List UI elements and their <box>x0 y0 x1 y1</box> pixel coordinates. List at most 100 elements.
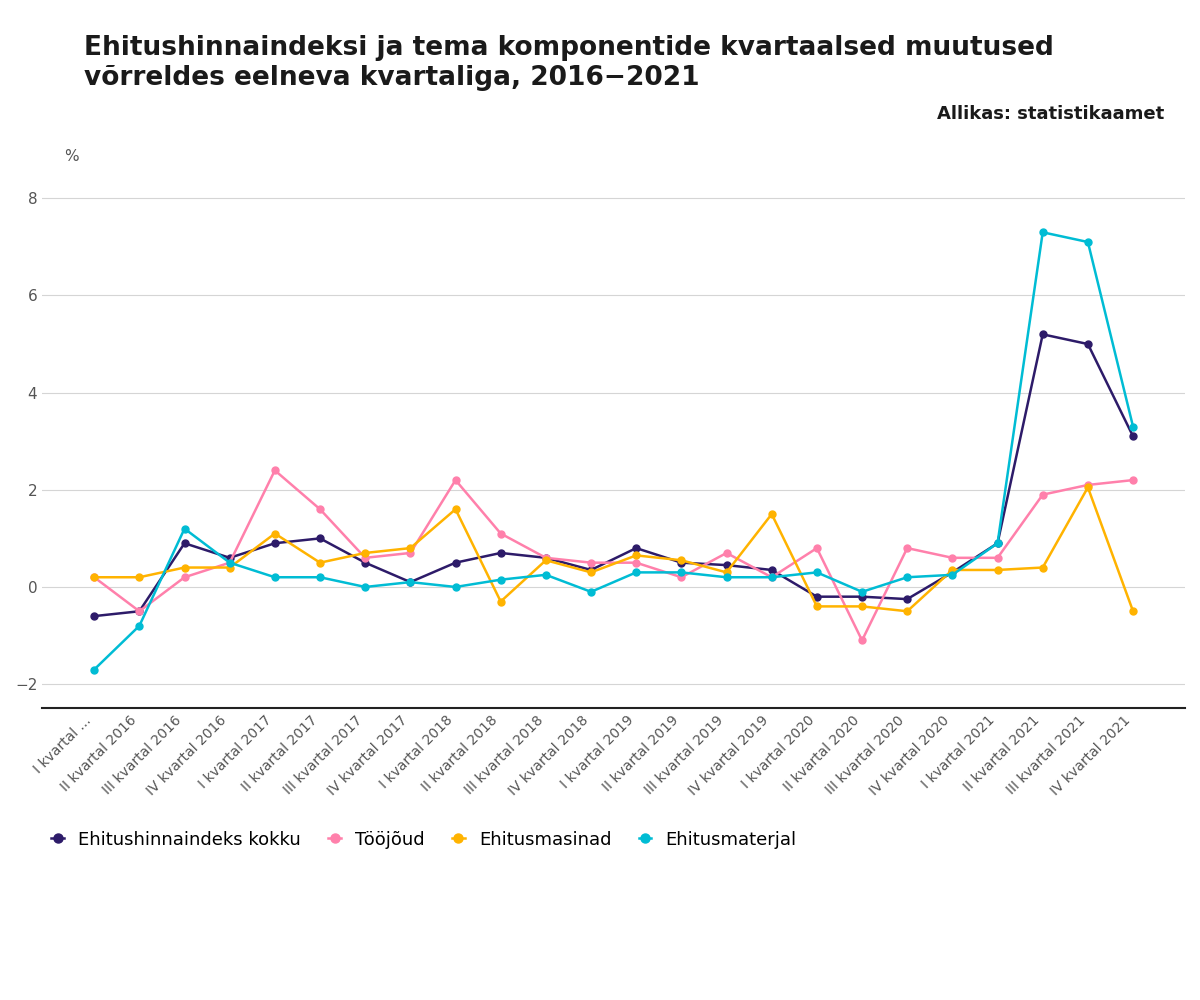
Tööjõud <box>719 547 733 559</box>
Ehitushinnaindeks kokku <box>493 547 508 559</box>
Tööjõud <box>900 542 914 554</box>
Tööjõud <box>810 542 824 554</box>
Tööjõud <box>1126 474 1140 486</box>
Ehitusmaterjal <box>1036 226 1050 238</box>
Line: Tööjõud: Tööjõud <box>91 467 1136 644</box>
Ehitusmaterjal <box>854 586 869 598</box>
Ehitusmaterjal <box>449 581 463 593</box>
Ehitushinnaindeks kokku <box>313 532 328 544</box>
Tööjõud <box>584 557 599 569</box>
Ehitusmaterjal <box>403 576 418 588</box>
Ehitusmasinad <box>990 564 1004 576</box>
Ehitusmaterjal <box>539 569 553 581</box>
Ehitusmaterjal <box>719 571 733 583</box>
Ehitusmasinad <box>854 600 869 612</box>
Ehitusmaterjal <box>629 566 643 578</box>
Ehitusmasinad <box>674 554 689 566</box>
Ehitusmasinad <box>1081 481 1096 493</box>
Ehitushinnaindeks kokku <box>132 605 146 617</box>
Line: Ehitusmaterjal: Ehitusmaterjal <box>91 229 1136 673</box>
Ehitushinnaindeks kokku <box>764 564 779 576</box>
Ehitushinnaindeks kokku <box>990 537 1004 549</box>
Ehitusmasinad <box>946 564 960 576</box>
Ehitushinnaindeks kokku <box>449 557 463 569</box>
Tööjõud <box>764 571 779 583</box>
Ehitushinnaindeks kokku <box>86 610 101 622</box>
Ehitushinnaindeks kokku <box>178 537 192 549</box>
Ehitusmaterjal <box>86 664 101 676</box>
Ehitusmaterjal <box>222 557 236 569</box>
Ehitusmasinad <box>900 605 914 617</box>
Ehitusmaterjal <box>178 523 192 535</box>
Tööjõud <box>268 464 282 476</box>
Ehitushinnaindeks kokku <box>1081 338 1096 350</box>
Ehitusmaterjal <box>268 571 282 583</box>
Ehitusmasinad <box>539 554 553 566</box>
Tööjõud <box>86 571 101 583</box>
Ehitusmasinad <box>719 566 733 578</box>
Ehitushinnaindeks kokku <box>403 576 418 588</box>
Tööjõud <box>854 634 869 646</box>
Tööjõud <box>222 557 236 569</box>
Tööjõud <box>990 552 1004 564</box>
Text: võrreldes eelneva kvartaliga, 2016−2021: võrreldes eelneva kvartaliga, 2016−2021 <box>84 65 700 91</box>
Tööjõud <box>1036 489 1050 501</box>
Tööjõud <box>629 557 643 569</box>
Ehitusmasinad <box>764 508 779 520</box>
Ehitusmasinad <box>86 571 101 583</box>
Ehitusmaterjal <box>764 571 779 583</box>
Ehitusmasinad <box>629 549 643 561</box>
Tööjõud <box>449 474 463 486</box>
Ehitusmasinad <box>449 503 463 515</box>
Ehitusmasinad <box>810 600 824 612</box>
Ehitusmaterjal <box>1081 236 1096 248</box>
Ehitusmasinad <box>222 562 236 574</box>
Ehitusmaterjal <box>990 537 1004 549</box>
Legend: Ehitushinnaindeks kokku, Tööjõud, Ehitusmasinad, Ehitusmaterjal: Ehitushinnaindeks kokku, Tööjõud, Ehitus… <box>52 831 797 849</box>
Ehitusmasinad <box>313 557 328 569</box>
Ehitushinnaindeks kokku <box>1036 328 1050 340</box>
Line: Ehitushinnaindeks kokku: Ehitushinnaindeks kokku <box>91 331 1136 620</box>
Tööjõud <box>132 605 146 617</box>
Ehitusmasinad <box>178 562 192 574</box>
Ehitushinnaindeks kokku <box>674 557 689 569</box>
Ehitushinnaindeks kokku <box>900 593 914 605</box>
Ehitushinnaindeks kokku <box>810 591 824 603</box>
Ehitusmaterjal <box>946 569 960 581</box>
Tööjõud <box>178 571 192 583</box>
Ehitushinnaindeks kokku <box>1126 430 1140 442</box>
Ehitushinnaindeks kokku <box>946 566 960 578</box>
Tööjõud <box>946 552 960 564</box>
Ehitushinnaindeks kokku <box>358 557 372 569</box>
Tööjõud <box>493 528 508 540</box>
Ehitusmaterjal <box>313 571 328 583</box>
Tööjõud <box>674 571 689 583</box>
Tööjõud <box>403 547 418 559</box>
Ehitushinnaindeks kokku <box>584 564 599 576</box>
Tööjõud <box>539 552 553 564</box>
Ehitusmasinad <box>403 542 418 554</box>
Ehitusmaterjal <box>584 586 599 598</box>
Ehitushinnaindeks kokku <box>222 552 236 564</box>
Line: Ehitusmasinad: Ehitusmasinad <box>91 484 1136 615</box>
Ehitushinnaindeks kokku <box>629 542 643 554</box>
Ehitusmaterjal <box>132 620 146 632</box>
Ehitusmasinad <box>1036 562 1050 574</box>
Ehitusmaterjal <box>674 566 689 578</box>
Ehitusmasinad <box>584 566 599 578</box>
Text: Ehitushinnaindeksi ja tema komponentide kvartaalsed muutused: Ehitushinnaindeksi ja tema komponentide … <box>84 35 1054 61</box>
Ehitusmasinad <box>358 547 372 559</box>
Ehitusmaterjal <box>1126 421 1140 433</box>
Ehitusmaterjal <box>900 571 914 583</box>
Ehitusmasinad <box>493 596 508 608</box>
Ehitushinnaindeks kokku <box>719 559 733 571</box>
Ehitusmaterjal <box>358 581 372 593</box>
Tööjõud <box>313 503 328 515</box>
Ehitusmasinad <box>132 571 146 583</box>
Text: Allikas: statistikaamet: Allikas: statistikaamet <box>937 105 1164 123</box>
Ehitushinnaindeks kokku <box>854 591 869 603</box>
Ehitushinnaindeks kokku <box>539 552 553 564</box>
Ehitusmaterjal <box>493 574 508 586</box>
Ehitusmaterjal <box>810 566 824 578</box>
Ehitushinnaindeks kokku <box>268 537 282 549</box>
